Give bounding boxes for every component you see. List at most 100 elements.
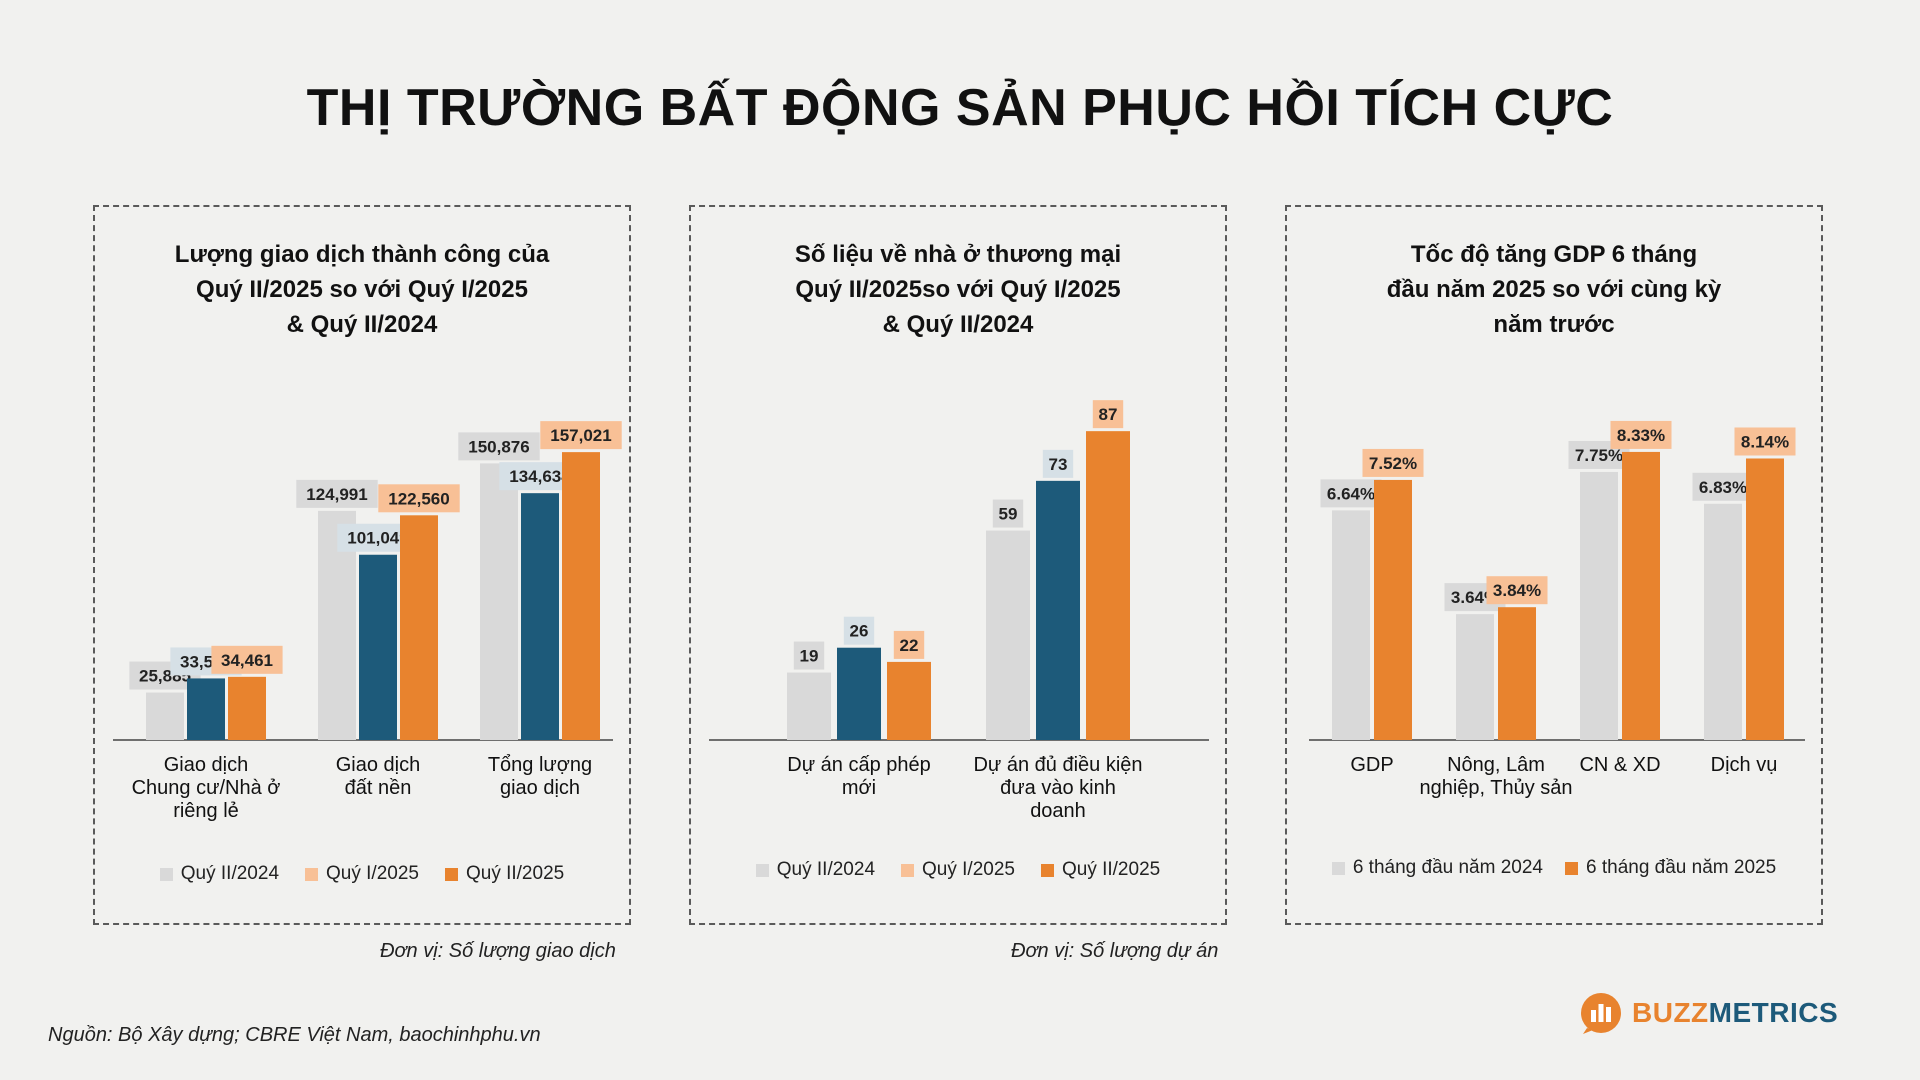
data-label-bg: [1092, 400, 1124, 429]
legend-swatch: [755, 863, 769, 877]
brand-logo: BUZZMETRICS: [1578, 990, 1838, 1036]
data-label-bg: [1486, 576, 1548, 605]
category-label-line: Dự án đủ điều kiện: [973, 754, 1142, 776]
legend-label: Quý I/2025: [922, 859, 1015, 880]
legend-label: Quý I/2025: [326, 863, 419, 884]
category-label-line: Giao dịch: [336, 754, 421, 776]
chart-title: Tốc độ tăng GDP 6 tháng đầu năm 2025 so …: [1386, 241, 1722, 338]
source-note: Nguồn: Bộ Xây dựng; CBRE Việt Nam, baoch…: [48, 1024, 541, 1046]
legend-item: Quý II/2024: [755, 859, 876, 881]
data-label-bg: [296, 479, 378, 508]
data-label: 124,991: [306, 485, 367, 504]
chart-legend: 6 tháng đầu năm 2024 6 tháng đầu năm 202…: [1287, 857, 1821, 879]
chart-panel-2: Số liệu về nhà ở thương mại Quý II/2025s…: [689, 205, 1227, 925]
data-label: 122,560: [388, 489, 449, 508]
legend-swatch: [159, 867, 173, 881]
bar: [837, 647, 881, 740]
logo-text-part2: METRICS: [1708, 997, 1839, 1028]
chart-title: Lượng giao dịch thành công của Quý II/20…: [174, 241, 550, 338]
bar: [1086, 431, 1130, 740]
bar: [887, 661, 931, 740]
data-label: 26: [850, 622, 869, 641]
data-label: 3.84%: [1493, 581, 1541, 600]
data-label-bg: [1692, 472, 1754, 501]
bar: [1374, 479, 1412, 740]
category-label-line: đất nền: [345, 777, 412, 799]
data-label: 59: [999, 505, 1018, 524]
data-label-bg: [1734, 427, 1796, 456]
bar: [1746, 458, 1784, 740]
category-label: Nông, Lâm nghiệp, Thủy sản: [1419, 754, 1572, 799]
legend-swatch: [1331, 861, 1345, 875]
category-label: Giao dịch Chung cư/Nhà ở riêng lẻ: [132, 754, 281, 822]
legend-swatch: [1040, 863, 1054, 877]
data-label: 87: [1099, 405, 1118, 424]
data-label-bg: [458, 432, 540, 461]
data-label: 101,049: [347, 529, 408, 548]
category-label: Dịch vụ: [1711, 754, 1778, 776]
legend-item: 6 tháng đầu năm 2025: [1565, 857, 1776, 879]
bar: [1036, 480, 1080, 740]
legend-swatch: [444, 867, 458, 881]
legend-label: Quý II/2024: [776, 859, 876, 880]
category-label-line: Giao dịch: [164, 754, 249, 776]
data-label: 73: [1049, 455, 1068, 474]
bar: [228, 676, 266, 740]
data-label: 6.83%: [1699, 478, 1747, 497]
data-label-bg: [843, 616, 875, 645]
chart-legend: Quý II/2024 Quý I/2025 Quý II/2025: [95, 863, 629, 885]
data-label-bg: [540, 421, 622, 450]
bar: [1622, 451, 1660, 740]
unit-note: Đơn vị: Số lượng giao dịch: [380, 940, 616, 962]
bar: [1332, 510, 1370, 740]
category-label: Dự án cấp phép mới: [787, 754, 931, 799]
legend-item: Quý I/2025: [305, 863, 419, 885]
bar: [1580, 471, 1618, 740]
category-label-line: Chung cư/Nhà ở: [132, 777, 281, 799]
category-label: Tổng lượng giao dịch: [488, 754, 592, 799]
data-label-bg: [893, 630, 925, 659]
data-label: 7.75%: [1575, 446, 1623, 465]
legend-swatch: [1565, 861, 1578, 875]
chart-legend: Quý II/2024 Quý I/2025 Quý II/2025: [691, 859, 1225, 881]
category-label: CN & XD: [1579, 754, 1660, 776]
legend-swatch: [901, 863, 915, 877]
data-label: 7.52%: [1369, 454, 1417, 473]
bar: [787, 672, 831, 740]
bar: [480, 463, 518, 740]
data-label-bg: [211, 645, 283, 674]
bar: [400, 515, 438, 740]
bar: [1456, 614, 1494, 740]
category-label-line: GDP: [1350, 754, 1393, 776]
data-label: 22: [900, 636, 919, 655]
category-label-line: giao dịch: [500, 777, 580, 799]
bar: [359, 554, 397, 740]
legend-item: Quý II/2024: [159, 863, 279, 885]
data-label-bg: [378, 484, 460, 513]
logo-text: BUZZMETRICS: [1632, 997, 1838, 1029]
bar: [986, 530, 1030, 740]
legend-item: Quý I/2025: [901, 859, 1015, 881]
data-label: 19: [800, 647, 819, 666]
legend-label: 6 tháng đầu năm 2025: [1586, 857, 1777, 878]
category-label-line: nghiệp, Thủy sản: [1419, 777, 1572, 799]
category-label-line: Dự án cấp phép: [787, 754, 931, 776]
data-label: 150,876: [468, 437, 529, 456]
data-label-bg: [1610, 420, 1672, 449]
data-label: 6.64%: [1327, 484, 1375, 503]
legend-label: Quý II/2025: [1061, 859, 1161, 880]
chart-panel-3: Tốc độ tăng GDP 6 tháng đầu năm 2025 so …: [1285, 205, 1823, 925]
data-label: 157,021: [550, 426, 611, 445]
category-label-line: CN & XD: [1579, 754, 1660, 776]
category-label: GDP: [1350, 754, 1393, 776]
category-label-line: mới: [842, 777, 876, 799]
data-label-bg: [1320, 479, 1382, 508]
legend-item: 6 tháng đầu năm 2024: [1331, 857, 1543, 879]
bar: [1704, 503, 1742, 740]
data-label-bg: [793, 641, 825, 670]
category-label-line: Dịch vụ: [1711, 754, 1778, 776]
data-label: 34,461: [221, 651, 273, 670]
chart-title: Số liệu về nhà ở thương mại Quý II/2025s…: [794, 241, 1122, 338]
